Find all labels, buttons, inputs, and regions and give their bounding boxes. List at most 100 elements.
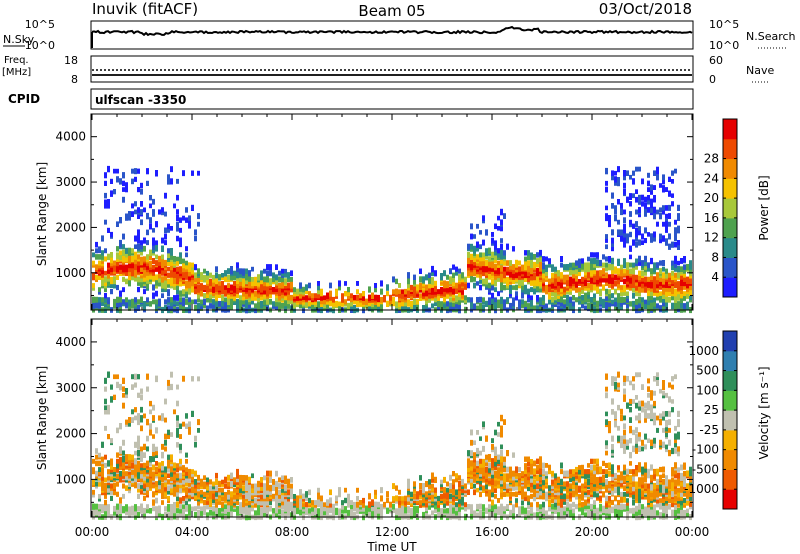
velocity-cell xyxy=(452,507,455,514)
power-cell xyxy=(122,196,125,203)
power-cell xyxy=(281,293,284,299)
velocity-cell xyxy=(470,507,473,514)
power-cell xyxy=(488,282,491,289)
power-cell xyxy=(587,272,590,279)
power-cell xyxy=(122,255,125,263)
velocity-cell xyxy=(413,493,416,500)
power-cell xyxy=(170,304,173,311)
velocity-cell xyxy=(113,394,116,400)
power-cell xyxy=(674,296,677,303)
power-cell xyxy=(200,283,203,288)
power-cell xyxy=(398,289,401,294)
velocity-cell xyxy=(104,454,107,460)
power-cell xyxy=(413,302,416,310)
velocity-cell xyxy=(407,495,410,502)
velocity-cell xyxy=(113,482,116,490)
date-title: 03/Oct/2018 xyxy=(599,0,692,18)
colorbar-tick-label: 24 xyxy=(704,171,719,185)
velocity-cell xyxy=(485,507,488,514)
velocity-cell xyxy=(137,472,140,479)
power-cell xyxy=(443,294,446,301)
power-cell xyxy=(191,204,194,211)
velocity-cell xyxy=(221,487,224,493)
velocity-cell xyxy=(116,427,119,434)
velocity-cell xyxy=(134,415,137,421)
velocity-cell xyxy=(392,508,395,514)
velocity-cell xyxy=(545,491,548,497)
power-cell xyxy=(410,301,413,307)
velocity-cell xyxy=(500,503,503,510)
power-cell xyxy=(587,266,590,272)
velocity-cell xyxy=(500,456,503,463)
power-cell xyxy=(179,257,182,265)
power-cell xyxy=(659,268,662,275)
power-cell xyxy=(623,291,626,296)
power-cell xyxy=(581,261,584,269)
power-cell xyxy=(284,273,287,278)
velocity-cell xyxy=(524,483,527,489)
velocity-cell xyxy=(470,468,473,475)
velocity-cell xyxy=(566,506,569,512)
velocity-cell xyxy=(557,483,560,489)
power-cell xyxy=(161,237,164,244)
velocity-cell xyxy=(350,500,353,505)
power-cell xyxy=(239,298,242,305)
power-cell xyxy=(140,244,143,250)
power-cell xyxy=(620,291,623,297)
power-cell xyxy=(197,292,200,299)
velocity-cell xyxy=(164,446,167,452)
power-cell xyxy=(668,176,671,182)
velocity-cell xyxy=(335,495,338,502)
power-cell xyxy=(485,270,488,276)
velocity-cell xyxy=(92,458,95,464)
power-cell xyxy=(491,251,494,259)
power-cell xyxy=(152,209,155,215)
velocity-cell xyxy=(587,509,590,516)
power-cell xyxy=(125,278,128,285)
power-cell xyxy=(488,297,491,303)
velocity-cell xyxy=(494,450,497,456)
power-cell xyxy=(125,213,128,219)
velocity-cell xyxy=(128,506,131,512)
velocity-cell xyxy=(95,508,98,514)
power-cell xyxy=(554,266,557,272)
velocity-cell xyxy=(401,496,404,501)
power-cell xyxy=(161,245,164,252)
power-cell xyxy=(152,243,155,250)
velocity-cell xyxy=(401,512,404,518)
power-cell xyxy=(671,179,674,184)
power-cell xyxy=(323,295,326,301)
velocity-cell xyxy=(542,501,545,508)
velocity-cell xyxy=(386,498,389,504)
power-cell xyxy=(632,283,635,288)
velocity-cell xyxy=(290,506,293,512)
power-cell xyxy=(635,284,638,291)
velocity-cell xyxy=(590,464,593,471)
velocity-cell xyxy=(158,470,161,477)
velocity-cell xyxy=(173,462,176,469)
velocity-cell xyxy=(179,487,182,494)
velocity-cell xyxy=(527,495,530,502)
velocity-cell xyxy=(125,392,128,399)
velocity-cell xyxy=(494,429,497,436)
power-cell xyxy=(401,289,404,294)
power-cell xyxy=(455,282,458,289)
power-cell xyxy=(335,288,338,295)
velocity-cell xyxy=(101,456,104,462)
velocity-cell xyxy=(140,472,143,479)
velocity-cell xyxy=(164,466,167,473)
velocity-cell xyxy=(203,499,206,506)
power-cell xyxy=(137,187,140,193)
velocity-cell xyxy=(194,442,197,448)
velocity-cell xyxy=(245,485,248,491)
velocity-cell xyxy=(158,482,161,490)
power-cell xyxy=(563,299,566,305)
velocity-cell xyxy=(197,428,200,433)
velocity-cell xyxy=(161,464,164,471)
power-cell xyxy=(428,272,431,278)
velocity-cell xyxy=(581,468,584,475)
velocity-cell xyxy=(98,510,101,516)
power-cell xyxy=(656,290,659,297)
power-cell xyxy=(194,229,197,236)
power-cell xyxy=(173,299,176,305)
